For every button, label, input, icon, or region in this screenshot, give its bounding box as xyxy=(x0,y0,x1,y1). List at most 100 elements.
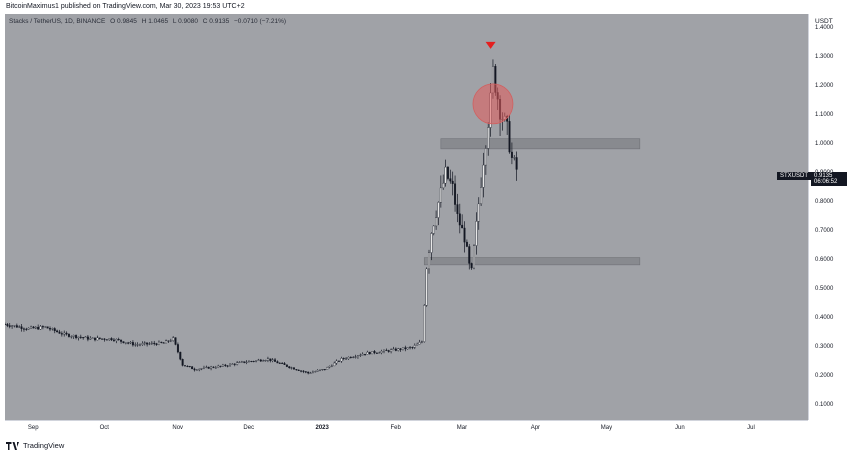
candle-body xyxy=(115,339,118,341)
chart-legend: Stacks / TetherUS, 1D, BINANCE O 0.9845 … xyxy=(9,18,289,25)
candle-body xyxy=(281,362,284,364)
time-tick-label: 2023 xyxy=(315,425,329,431)
candle-body xyxy=(259,359,262,362)
time-tick-label: May xyxy=(600,425,613,431)
price-tick-label: 0.7000 xyxy=(815,227,834,234)
time-axis[interactable]: Sep Oct Nov Dec 2023 Feb Mar Apr May Jun Jul xyxy=(5,420,808,437)
price-tick-label: 0.4000 xyxy=(815,314,834,321)
bar-countdown: 06:06:52 xyxy=(814,179,838,185)
candle-body xyxy=(293,367,295,370)
candle-body xyxy=(274,359,277,362)
candle-body xyxy=(143,342,146,344)
candle-body xyxy=(212,366,215,368)
candle-body xyxy=(8,325,11,327)
candle-body xyxy=(411,347,414,349)
candle-body xyxy=(112,339,115,341)
candle-body xyxy=(392,348,395,350)
candle-body xyxy=(15,325,18,328)
price-tick-label: 0.2000 xyxy=(815,372,834,379)
candle-body xyxy=(240,361,243,363)
chart-plot-area[interactable]: Stacks / TetherUS, 1D, BINANCE O 0.9845 … xyxy=(4,14,808,420)
candle-body xyxy=(347,356,350,359)
candle-body xyxy=(309,372,312,374)
symbol-tag: STXUSDT xyxy=(777,172,812,180)
footer-brand: TradingView xyxy=(23,441,65,450)
candle-body xyxy=(60,333,63,335)
candle-body xyxy=(311,371,314,374)
candle-body xyxy=(148,343,151,345)
candle-body xyxy=(475,221,478,246)
candle-body xyxy=(451,180,454,184)
candle-body xyxy=(430,233,433,253)
candle-body xyxy=(96,337,99,341)
candle-body xyxy=(58,331,61,334)
candle-body xyxy=(4,324,6,326)
last-price-tag: 0.9135 06:06:52 xyxy=(811,172,847,186)
candlestick-chart[interactable] xyxy=(4,14,808,420)
candle-body xyxy=(364,353,367,355)
candle-body xyxy=(335,360,338,364)
candle-body xyxy=(316,370,319,372)
candle-body xyxy=(82,337,85,339)
candle-body xyxy=(406,347,409,350)
candle-body xyxy=(428,252,430,270)
candle-body xyxy=(423,305,426,342)
candle-body xyxy=(210,366,213,369)
candle-body xyxy=(461,224,464,229)
candle-body xyxy=(359,354,362,356)
price-tick-label: 1.2000 xyxy=(815,82,834,89)
price-axis[interactable]: USDT 1.40001.30001.20001.10001.00000.900… xyxy=(777,14,850,420)
candle-body xyxy=(229,363,232,367)
candle-body xyxy=(160,341,163,343)
candle-body xyxy=(484,148,487,166)
candle-body xyxy=(418,342,421,345)
candle-body xyxy=(390,349,393,352)
candle-body xyxy=(326,367,329,370)
time-tick-label: Oct xyxy=(99,425,109,431)
time-tick-label: Jul xyxy=(747,425,755,431)
last-price-value: 0.9135 xyxy=(814,173,833,179)
candle-body xyxy=(470,263,473,269)
candle-body xyxy=(394,348,397,351)
candle-body xyxy=(328,366,331,368)
candle-body xyxy=(252,361,255,362)
publish-header: BitcoinMaximus1 published on TradingView… xyxy=(6,3,245,10)
time-tick-label: Apr xyxy=(530,425,541,431)
candle-body xyxy=(136,344,139,346)
candle-body xyxy=(420,341,423,343)
candle-body xyxy=(184,365,186,367)
candle-body xyxy=(399,348,402,350)
candle-body xyxy=(368,351,371,355)
support-resistance-zone xyxy=(440,138,641,150)
candle-body xyxy=(409,347,412,349)
candle-body xyxy=(264,360,267,362)
candle-body xyxy=(105,339,108,341)
candle-body xyxy=(18,326,21,328)
candle-body xyxy=(41,326,44,328)
candle-body xyxy=(233,363,236,365)
candle-body xyxy=(37,326,40,330)
price-tick-label: 1.1000 xyxy=(815,111,834,118)
candle-body xyxy=(262,360,265,362)
candle-body xyxy=(269,358,272,361)
candle-body xyxy=(77,336,80,339)
candle-body xyxy=(300,370,303,372)
candle-body xyxy=(444,166,447,184)
candle-body xyxy=(345,358,348,360)
candle-body xyxy=(236,362,239,365)
candle-body xyxy=(449,178,452,182)
candle-body xyxy=(150,342,153,344)
candle-body xyxy=(214,367,217,369)
candle-body xyxy=(67,333,70,337)
candle-body xyxy=(342,358,345,359)
candle-body xyxy=(371,351,374,355)
candle-body xyxy=(193,368,196,371)
candle-body xyxy=(202,367,205,369)
candle-body xyxy=(290,367,293,369)
candle-body xyxy=(245,361,248,363)
tradingview-footer[interactable]: TradingView xyxy=(6,441,64,450)
candle-body xyxy=(103,338,106,340)
price-tick-label: 1.3000 xyxy=(815,53,834,60)
candle-body xyxy=(314,371,317,373)
candle-body xyxy=(124,342,127,344)
